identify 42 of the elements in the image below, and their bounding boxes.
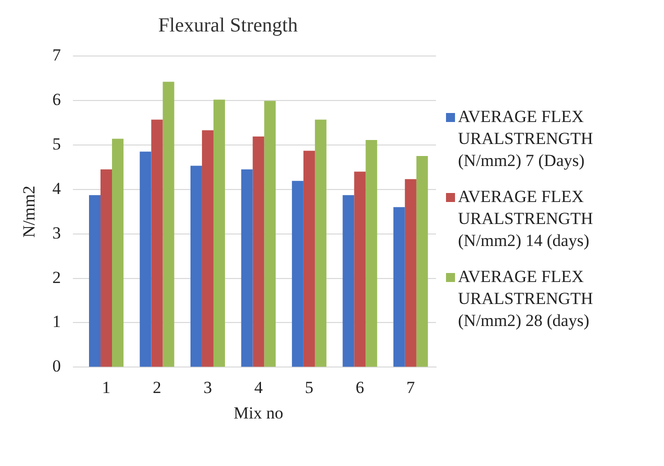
- y-axis-title: N/mm2: [20, 186, 39, 238]
- x-tick-label: 1: [102, 378, 111, 397]
- bar: [190, 166, 202, 367]
- bar: [404, 179, 416, 367]
- legend-label: AVERAGE FLEXURALSTRENGTH (N/mm2) 7 (Days): [458, 106, 594, 172]
- bar: [416, 156, 428, 367]
- chart-title: Flexural Strength: [158, 14, 298, 36]
- bar: [140, 152, 152, 367]
- bar: [241, 169, 253, 367]
- bar: [314, 120, 326, 367]
- bar: [112, 138, 124, 367]
- x-tick-label: 4: [254, 378, 264, 397]
- bar: [393, 207, 405, 367]
- x-tick-label: 5: [304, 378, 314, 397]
- bar: [151, 120, 163, 367]
- legend-label: AVERAGE FLEXURALSTRENGTH (N/mm2) 14 (days): [458, 186, 594, 252]
- bar: [292, 180, 304, 367]
- bar: [303, 150, 315, 367]
- x-tick-label: 7: [406, 378, 416, 397]
- bar: [264, 100, 276, 367]
- y-tick-label: 0: [52, 356, 61, 376]
- y-tick-label: 5: [52, 134, 61, 154]
- bar: [89, 195, 101, 367]
- bar: [202, 130, 214, 367]
- y-tick-label: 2: [52, 268, 61, 287]
- x-tick-label: 2: [152, 378, 162, 397]
- x-tick-label: 6: [356, 378, 364, 397]
- x-tick-label: 3: [203, 378, 212, 397]
- bar: [366, 140, 378, 367]
- y-tick-label: 6: [52, 90, 61, 109]
- bar: [342, 195, 354, 367]
- bar: [162, 82, 174, 367]
- y-tick-label: 1: [52, 312, 61, 332]
- legend-label: AVERAGE FLEXURALSTRENGTH (N/mm2) 28 (days): [458, 266, 594, 332]
- bar: [252, 136, 264, 367]
- y-tick-label: 7: [52, 45, 62, 64]
- bar: [100, 169, 112, 367]
- x-axis-title: Mix no: [234, 403, 284, 422]
- bar: [213, 100, 225, 367]
- y-tick-label: 4: [52, 178, 62, 198]
- y-tick-label: 3: [52, 223, 61, 242]
- bar: [354, 172, 366, 367]
